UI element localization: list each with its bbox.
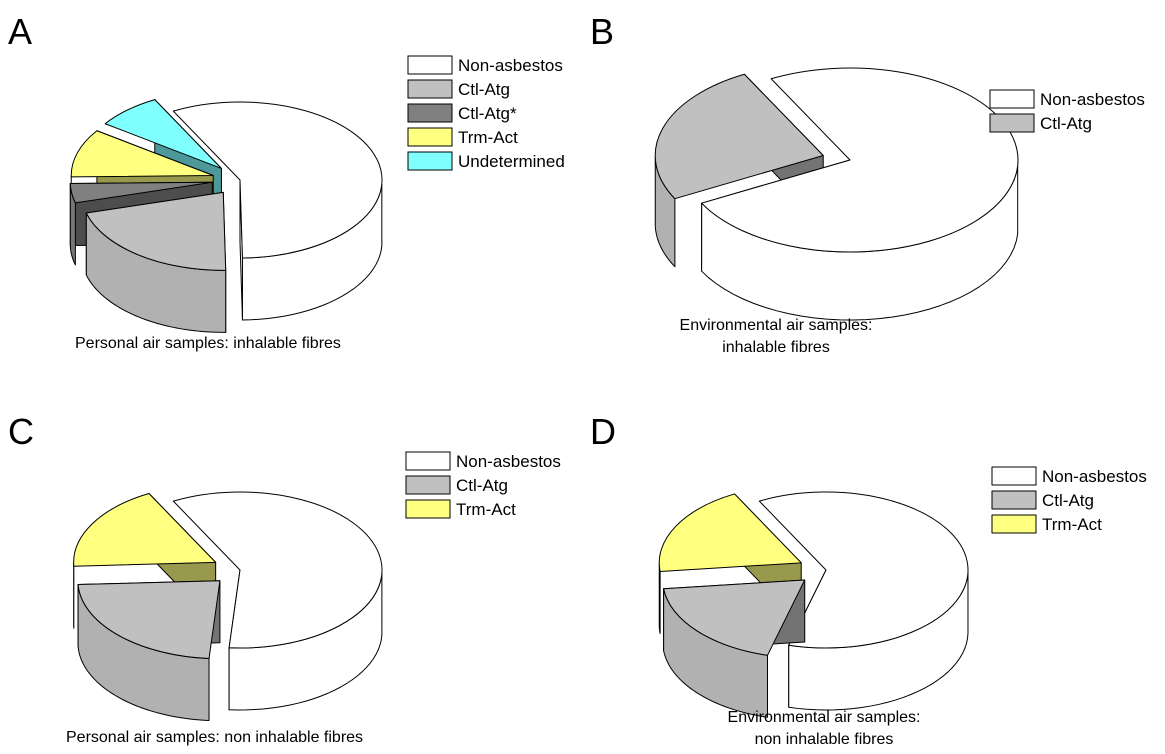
legend-label: Trm-Act (456, 500, 516, 519)
legend-label: Ctl-Atg (458, 80, 510, 99)
slice-ctl-atg (663, 579, 806, 718)
legend-item: Non-asbestos (407, 55, 563, 75)
legend-label: Non-asbestos (1042, 467, 1147, 486)
slice-non-asbestos (172, 491, 383, 711)
legend-swatch (407, 151, 453, 171)
legend-swatch (407, 79, 453, 99)
legend-item: Trm-Act (991, 514, 1102, 534)
legend-item: Ctl-Atg (407, 79, 510, 99)
legend-label: Undetermined (458, 152, 565, 171)
panel-b: Non-asbestos Ctl-Atg B Environmental air sa… (582, 0, 1162, 377)
legend-swatch (991, 490, 1037, 510)
legend-d: Non-asbestos Ctl-Atg Trm-Act (991, 466, 1147, 534)
legend-label: Non-asbestos (456, 452, 561, 471)
pie-c (73, 491, 383, 722)
slice-non-asbestos (701, 67, 1019, 321)
pie-chart-d: Non-asbestos Ctl-Atg Trm-Act D Environmental… (590, 411, 1147, 748)
panel-letter: C (8, 411, 34, 452)
panel-c: Non-asbestos Ctl-Atg Trm-Act C Personal air … (0, 377, 580, 754)
legend-label: Trm-Act (1042, 515, 1102, 534)
legend-label: Trm-Act (458, 128, 518, 147)
legend-swatch (407, 127, 453, 147)
legend-b: Non-asbestos Ctl-Atg (989, 89, 1145, 133)
pie-a (69, 99, 383, 333)
legend-item: Non-asbestos (991, 466, 1147, 486)
legend-swatch (407, 55, 453, 75)
chart-caption: inhalable fibres (722, 339, 830, 356)
chart-caption: non inhalable fibres (755, 731, 894, 748)
legend-swatch (405, 499, 451, 519)
legend-label: Ctl-Atg (1040, 114, 1092, 133)
slice-non-asbestos (172, 101, 383, 321)
legend-item: Ctl-Atg (405, 475, 508, 495)
legend-swatch (407, 103, 453, 123)
legend-swatch (989, 113, 1035, 133)
chart-caption: Environmental air samples: (680, 317, 873, 334)
chart-caption: Personal air samples: inhalable fibres (75, 335, 341, 352)
chart-caption: Personal air samples: non inhalable fibr… (66, 729, 363, 746)
legend-item: Trm-Act (407, 127, 518, 147)
pie-chart-b: Non-asbestos Ctl-Atg B Environmental air sa… (590, 11, 1145, 356)
legend-item: Trm-Act (405, 499, 516, 519)
legend-item: Non-asbestos (989, 89, 1145, 109)
panel-d: Non-asbestos Ctl-Atg Trm-Act D Environmental… (582, 377, 1162, 754)
legend-swatch (405, 475, 451, 495)
panel-letter: B (590, 11, 614, 52)
slice-non-asbestos (758, 491, 969, 711)
panel-letter: D (590, 411, 616, 452)
slice-ctl-atg (85, 191, 227, 333)
legend-swatch (405, 451, 451, 471)
pie-b (654, 67, 1019, 321)
pie-d (658, 491, 969, 718)
legend-item: Ctl-Atg (991, 490, 1094, 510)
legend-label: Ctl-Atg (456, 476, 508, 495)
legend-swatch (989, 89, 1035, 109)
panel-a: Non-asbestos Ctl-Atg Ctl-Atg* Trm-Act Undete… (0, 0, 580, 377)
legend-swatch (991, 514, 1037, 534)
legend-item: Ctl-Atg (989, 113, 1092, 133)
legend-swatch (991, 466, 1037, 486)
pie-chart-c: Non-asbestos Ctl-Atg Trm-Act C Personal air … (8, 411, 561, 746)
legend-label: Non-asbestos (458, 56, 563, 75)
legend-a: Non-asbestos Ctl-Atg Ctl-Atg* Trm-Act Undete… (407, 55, 565, 171)
panel-letter: A (8, 11, 32, 52)
chart-caption: Environmental air samples: (728, 709, 921, 726)
legend-label: Ctl-Atg (1042, 491, 1094, 510)
legend-item: Non-asbestos (405, 451, 561, 471)
legend-item: Ctl-Atg* (407, 103, 517, 123)
slice-ctl-atg (77, 580, 221, 722)
legend-item: Undetermined (407, 151, 565, 171)
legend-label: Ctl-Atg* (458, 104, 517, 123)
legend-c: Non-asbestos Ctl-Atg Trm-Act (405, 451, 561, 519)
pie-chart-a: Non-asbestos Ctl-Atg Ctl-Atg* Trm-Act Undete… (8, 11, 565, 352)
legend-label: Non-asbestos (1040, 90, 1145, 109)
